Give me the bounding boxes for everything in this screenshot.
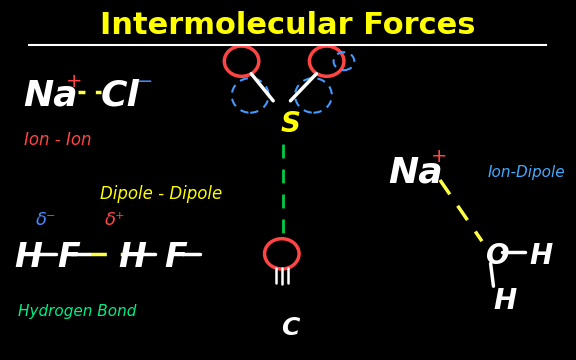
Text: Ion-Dipole: Ion-Dipole [487, 165, 565, 180]
Text: H: H [529, 242, 552, 270]
Text: δ⁻: δ⁻ [36, 211, 56, 229]
Text: +: + [431, 147, 448, 166]
Text: Intermolecular Forces: Intermolecular Forces [100, 11, 475, 40]
Text: Cl: Cl [101, 78, 139, 112]
Text: F: F [164, 241, 187, 274]
Text: H: H [118, 241, 146, 274]
Text: −: − [137, 72, 153, 90]
Text: C: C [281, 316, 299, 339]
Text: Hydrogen Bond: Hydrogen Bond [18, 304, 137, 319]
Text: H: H [494, 287, 517, 315]
Text: O: O [486, 242, 510, 270]
Text: Na: Na [388, 156, 443, 190]
Text: Dipole - Dipole: Dipole - Dipole [100, 185, 222, 203]
Text: +: + [66, 72, 82, 90]
Text: Na: Na [23, 78, 78, 112]
Text: S: S [281, 110, 301, 138]
Text: Ion - Ion: Ion - Ion [24, 131, 91, 149]
Text: δ⁺: δ⁺ [105, 211, 125, 229]
Text: F: F [58, 241, 80, 274]
Text: H: H [14, 241, 42, 274]
